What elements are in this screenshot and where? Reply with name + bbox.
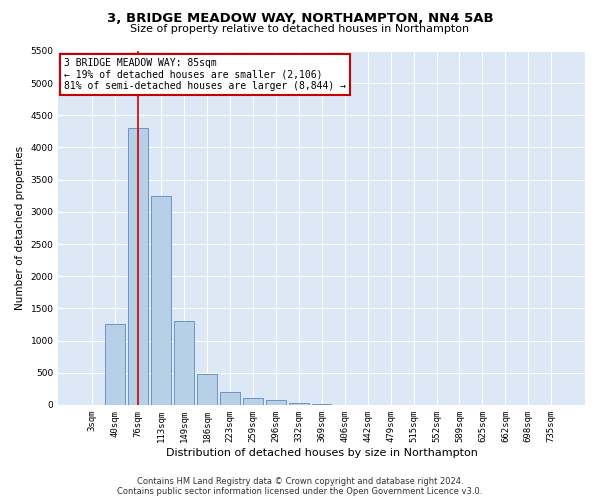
Bar bbox=[128, 128, 148, 405]
Bar bbox=[243, 398, 263, 405]
Bar bbox=[220, 392, 239, 405]
Bar bbox=[174, 321, 194, 405]
Text: 3, BRIDGE MEADOW WAY, NORTHAMPTON, NN4 5AB: 3, BRIDGE MEADOW WAY, NORTHAMPTON, NN4 5… bbox=[107, 12, 493, 26]
Text: Size of property relative to detached houses in Northampton: Size of property relative to detached ho… bbox=[130, 24, 470, 34]
Bar bbox=[289, 403, 308, 405]
Bar bbox=[266, 400, 286, 405]
Bar bbox=[197, 374, 217, 405]
Bar bbox=[312, 404, 331, 405]
Bar bbox=[106, 324, 125, 405]
X-axis label: Distribution of detached houses by size in Northampton: Distribution of detached houses by size … bbox=[166, 448, 478, 458]
Text: 3 BRIDGE MEADOW WAY: 85sqm
← 19% of detached houses are smaller (2,106)
81% of s: 3 BRIDGE MEADOW WAY: 85sqm ← 19% of deta… bbox=[64, 58, 346, 92]
Bar bbox=[151, 196, 171, 405]
Y-axis label: Number of detached properties: Number of detached properties bbox=[15, 146, 25, 310]
Text: Contains HM Land Registry data © Crown copyright and database right 2024.
Contai: Contains HM Land Registry data © Crown c… bbox=[118, 476, 482, 496]
